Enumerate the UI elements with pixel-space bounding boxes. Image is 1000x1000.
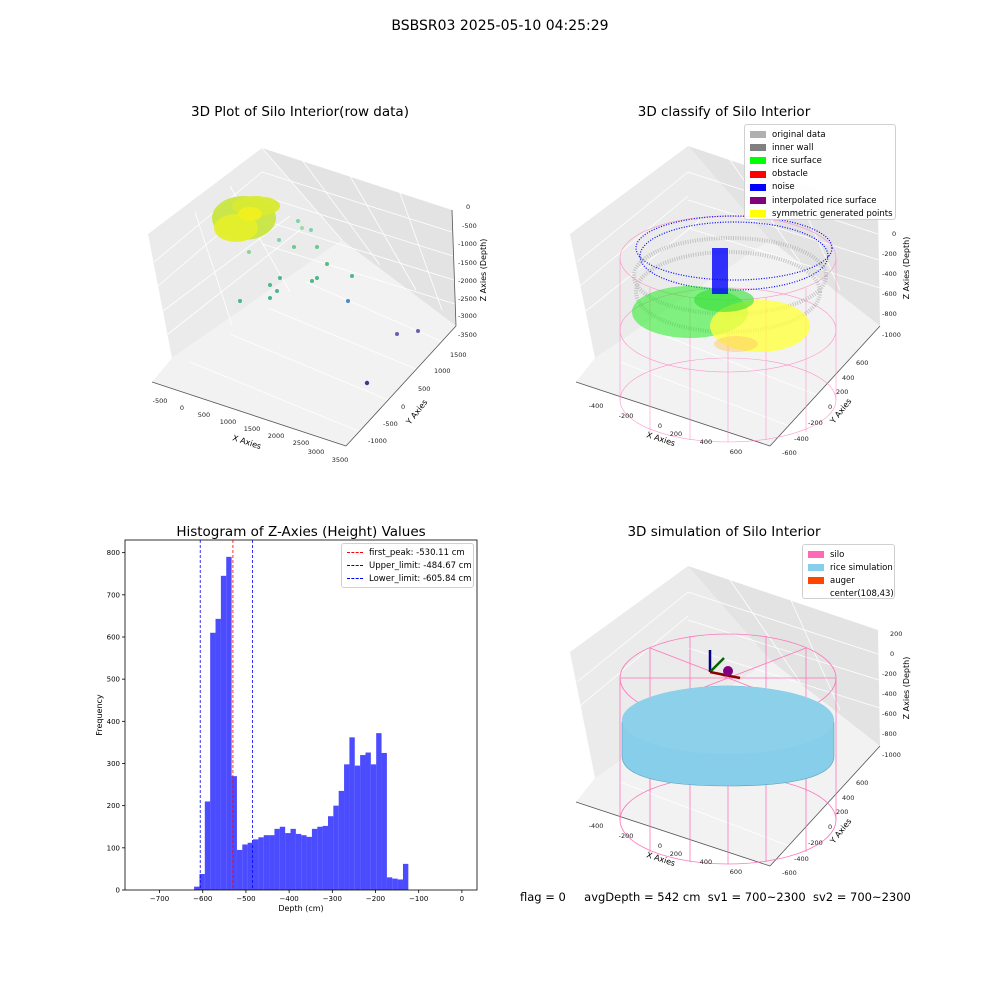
status-flag: flag = 0 — [520, 890, 566, 904]
raw-ztick: -2000 — [458, 277, 477, 285]
classify-legend-label: original data — [772, 129, 826, 140]
raw-z-ticks: 0 -500 -1000 -1500 -2000 -2500 -3000 -35… — [458, 203, 477, 339]
histogram-legend-swatch — [347, 565, 363, 567]
classify-legend-swatch — [750, 197, 766, 205]
simulation-legend-item: silo — [808, 548, 889, 561]
figure-suptitle: BSBSR03 2025-05-10 04:25:29 — [391, 18, 609, 34]
raw-y-ticks: -1000 -500 0 500 1000 1500 — [368, 351, 467, 445]
simulation-plot-title: 3D simulation of Silo Interior — [627, 524, 821, 540]
simulation-legend-item: auger — [808, 574, 889, 587]
classify-legend-label: obstacle — [772, 169, 808, 180]
classify-legend-item: inner wall — [750, 141, 890, 154]
raw-xtick: -500 — [153, 397, 168, 405]
simulation-legend-swatch — [808, 577, 824, 585]
classify-legend-item: noise — [750, 181, 890, 194]
histogram-legend-label: Lower_limit: -605.84 cm — [369, 573, 472, 584]
raw-ylabel: Y Axies — [404, 398, 430, 427]
raw-ytick: 1000 — [434, 367, 451, 375]
status-avg-depth: avgDepth = 542 cm — [584, 890, 701, 904]
raw-ytick: -500 — [383, 420, 398, 428]
raw-xtick: 3500 — [332, 456, 349, 464]
status-sv2: sv2 = 700~2300 — [812, 890, 911, 904]
histogram-legend-swatch — [347, 552, 363, 554]
classify-legend-label: interpolated rice surface — [772, 195, 877, 206]
raw-ytick: 500 — [418, 385, 430, 393]
classify-legend-item: rice surface — [750, 154, 890, 167]
status-sv1: sv1 = 700~2300 — [707, 890, 806, 904]
raw-ztick: -3500 — [458, 331, 477, 339]
classify-legend-swatch — [750, 170, 766, 178]
simulation-legend-swatch — [808, 564, 824, 572]
histogram-legend-label: Upper_limit: -484.67 cm — [369, 560, 472, 571]
classify-legend-item: interpolated rice surface — [750, 194, 890, 207]
classify-legend-swatch — [750, 210, 766, 218]
simulation-legend-label: rice simulation — [830, 562, 893, 573]
histogram-title: Histogram of Z-Axies (Height) Values — [176, 524, 426, 540]
classify-legend-label: rice surface — [772, 155, 822, 166]
classify-legend-label: noise — [772, 182, 795, 193]
simulation-legend-swatch — [808, 591, 824, 598]
raw-zlabel: Z Axies (Depth) — [479, 239, 488, 302]
classify-legend-swatch — [750, 131, 766, 139]
classify-legend-swatch — [750, 183, 766, 191]
histogram-legend-item: Lower_limit: -605.84 cm — [347, 572, 472, 585]
classify-legend-label: symmetric generated points — [772, 208, 893, 219]
raw-plot-title: 3D Plot of Silo Interior(row data) — [191, 104, 409, 120]
raw-xlabel: X Axies — [231, 433, 262, 451]
classify-legend-item: symmetric generated points — [750, 207, 893, 220]
raw-grid — [153, 147, 456, 441]
histogram-legend-label: first_peak: -530.11 cm — [369, 547, 465, 558]
raw-ytick: -1000 — [368, 437, 387, 445]
raw-ztick: -1000 — [458, 240, 477, 248]
simulation-legend-item: rice simulation — [808, 561, 893, 574]
histogram-legend-swatch — [347, 578, 363, 580]
classify-legend-swatch — [750, 157, 766, 165]
classify-legend-swatch — [750, 144, 766, 152]
simulation-legend-swatch — [808, 551, 824, 559]
simulation-legend-item: center(108,43) — [808, 588, 894, 601]
simulation-legend-label: center(108,43) — [830, 589, 894, 600]
raw-ztick: -3000 — [458, 312, 477, 320]
raw-xtick: 500 — [198, 411, 210, 419]
raw-xtick: 3000 — [308, 448, 325, 456]
classify-legend: original data inner wall rice surface obsta… — [744, 124, 896, 220]
simulation-legend-label: silo — [830, 549, 845, 560]
raw-x-ticks: -500 0 500 1000 1500 2000 2500 3000 3500 — [153, 397, 349, 464]
raw-axes-panes — [148, 147, 457, 447]
raw-ytick: 0 — [401, 403, 405, 411]
classify-plot-title: 3D classify of Silo Interior — [637, 104, 811, 120]
raw-xtick: 2000 — [268, 432, 285, 440]
raw-xtick: 1500 — [244, 425, 261, 433]
raw-ztick: 0 — [466, 203, 470, 211]
raw-xtick: 0 — [180, 404, 184, 412]
raw-ztick: -1500 — [458, 259, 477, 267]
raw-xtick: 1000 — [220, 418, 237, 426]
classify-legend-item: obstacle — [750, 168, 890, 181]
raw-xtick: 2500 — [293, 439, 310, 447]
histogram-legend-item: Upper_limit: -484.67 cm — [347, 559, 472, 572]
raw-point-cloud — [212, 196, 420, 386]
histogram-legend: first_peak: -530.11 cm Upper_limit: -484.… — [341, 543, 474, 588]
status-line: flag = 0 avgDepth = 542 cm sv1 = 700~230… — [520, 890, 911, 904]
raw-ytick: 1500 — [450, 351, 467, 359]
simulation-legend-label: auger — [830, 575, 855, 586]
histogram-legend-item: first_peak: -530.11 cm — [347, 546, 468, 559]
classify-legend-label: inner wall — [772, 142, 814, 153]
raw-ztick: -500 — [462, 222, 477, 230]
raw-ztick: -2500 — [458, 295, 477, 303]
simulation-legend: silo rice simulation auger center(108,43) — [802, 544, 895, 599]
classify-legend-item: original data — [750, 128, 890, 141]
